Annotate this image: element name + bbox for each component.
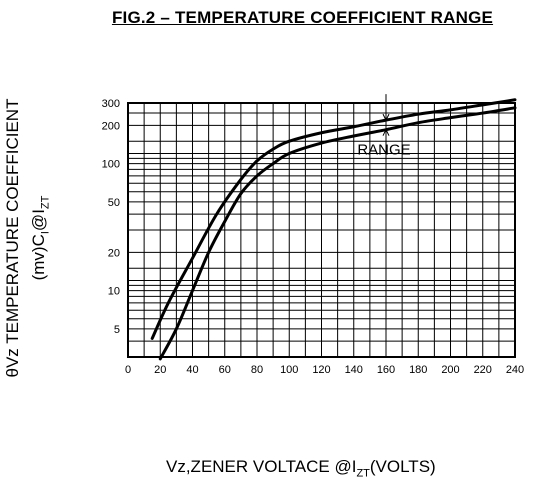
x-tick-label: 220	[474, 364, 492, 376]
y-tick-label: 10	[108, 286, 120, 298]
y-tick-label: 200	[102, 120, 120, 132]
x-tick-labels: 0 20 40 60 80 100 120 140 160 180 200 220 240	[125, 364, 524, 376]
x-tick-label: 60	[219, 364, 231, 376]
x-tick-label: 120	[312, 364, 330, 376]
x-tick-label: 80	[251, 364, 263, 376]
x-tick-label: 140	[345, 364, 363, 376]
x-tick-label: 100	[280, 364, 298, 376]
x-axis-label: Vz,ZENER VOLTACE @IZT(VOLTS)	[166, 457, 436, 480]
series-lines	[150, 98, 517, 361]
range-arrowhead-upper	[382, 113, 390, 122]
range-arrowhead-lower	[382, 128, 390, 136]
series-line-upper	[150, 98, 517, 340]
y-tick-label: 20	[108, 247, 120, 259]
series-line-lower	[158, 106, 517, 361]
x-tick-label: 200	[441, 364, 459, 376]
x-tick-label: 40	[186, 364, 198, 376]
y-tick-label: 100	[102, 159, 120, 171]
x-tick-label: 240	[506, 364, 524, 376]
y-tick-label: 5	[114, 324, 120, 336]
y-tick-label: 300	[102, 98, 120, 110]
x-tick-label: 20	[154, 364, 166, 376]
chart-title: FIG.2 – TEMPERATURE COEFFICIENT RANGE	[111, 8, 494, 27]
range-annotation: RANGE	[357, 94, 411, 159]
y-tick-labels: 5 10 20 50 100 200 300	[102, 98, 120, 336]
x-tick-label: 160	[377, 364, 395, 376]
y-tick-label: 50	[108, 197, 120, 209]
x-tick-label: 0	[125, 364, 131, 376]
grid-lines	[127, 102, 516, 358]
plot-border	[127, 102, 516, 358]
x-tick-label: 180	[409, 364, 427, 376]
range-annotation-label: RANGE	[357, 142, 410, 159]
